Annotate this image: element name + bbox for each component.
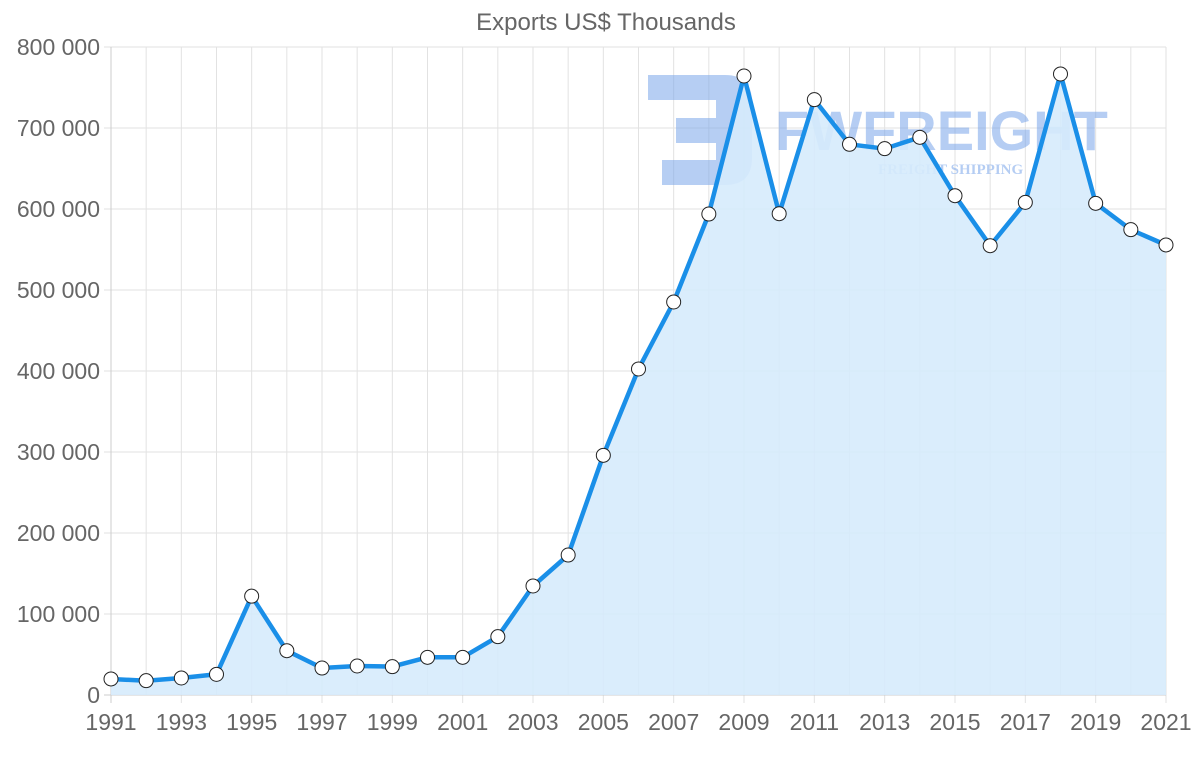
data-point-2018[interactable]	[1053, 66, 1068, 82]
data-point-2020[interactable]	[1123, 222, 1139, 238]
data-point-1995[interactable]	[244, 588, 260, 604]
data-point-2013[interactable]	[877, 141, 893, 157]
data-point-2001[interactable]	[455, 649, 471, 665]
x-tick-label: 2011	[790, 709, 839, 735]
data-point-2007[interactable]	[666, 294, 682, 310]
x-tick-label: 1999	[367, 709, 418, 735]
x-axis-labels: 1991 1993 1995 1997 1999 2001 2003 2005 2007 2009…	[85, 709, 1191, 735]
data-point-2003[interactable]	[525, 578, 541, 594]
area-fill	[111, 74, 1166, 695]
x-tick-label: 2001	[437, 709, 488, 735]
y-axis-labels: 0 100 000 200 000 300 000 400 000 500 000 600 …	[17, 34, 100, 708]
y-tick-label: 400 000	[17, 358, 100, 384]
data-point-2021[interactable]	[1158, 237, 1174, 253]
data-points	[103, 66, 1174, 689]
chart-title: Exports US$ Thousands	[476, 9, 736, 36]
data-point-2002[interactable]	[490, 629, 506, 645]
x-tick-label: 2015	[929, 709, 980, 735]
x-tick-label: 2019	[1070, 709, 1121, 735]
x-tick-label: 2017	[1000, 709, 1051, 735]
y-tick-label: 700 000	[17, 115, 100, 141]
data-point-2019[interactable]	[1088, 195, 1104, 211]
x-tick-label: 2005	[578, 709, 629, 735]
data-point-2016[interactable]	[982, 238, 998, 254]
data-point-2008[interactable]	[701, 206, 717, 222]
data-point-2010[interactable]	[771, 206, 787, 222]
data-point-2009[interactable]	[736, 68, 752, 84]
y-tick-label: 100 000	[17, 601, 100, 627]
data-point-2012[interactable]	[842, 136, 857, 152]
data-point-2011[interactable]	[806, 92, 822, 108]
x-tick-label: 2021	[1140, 709, 1191, 735]
y-tick-label: 0	[87, 682, 100, 708]
y-tick-label: 200 000	[17, 520, 100, 546]
data-point-1994[interactable]	[209, 666, 224, 682]
data-point-1996[interactable]	[279, 643, 295, 659]
data-point-2014[interactable]	[912, 129, 928, 145]
x-tick-label: 1991	[85, 709, 136, 735]
y-tick-label: 600 000	[17, 196, 100, 222]
data-point-2017[interactable]	[1017, 194, 1033, 210]
x-tick-label: 2007	[648, 709, 699, 735]
data-point-1999[interactable]	[384, 659, 400, 675]
x-tick-label: 2013	[859, 709, 910, 735]
x-tick-label: 1993	[156, 709, 207, 735]
data-point-2004[interactable]	[560, 547, 576, 563]
data-point-2006[interactable]	[631, 361, 646, 377]
x-tick-label: 2009	[718, 709, 769, 735]
x-tick-label: 2003	[507, 709, 558, 735]
data-point-2015[interactable]	[947, 188, 963, 204]
x-tick-label: 1995	[226, 709, 277, 735]
data-point-1992[interactable]	[138, 673, 154, 689]
data-point-1993[interactable]	[173, 670, 189, 686]
y-tick-label: 800 000	[17, 34, 100, 60]
data-point-1991[interactable]	[103, 671, 119, 687]
data-point-1998[interactable]	[349, 658, 365, 674]
y-tick-label: 500 000	[17, 277, 100, 303]
data-point-2005[interactable]	[595, 447, 611, 463]
data-point-1997[interactable]	[314, 660, 330, 676]
y-tick-label: 300 000	[17, 439, 100, 465]
data-point-2000[interactable]	[420, 649, 435, 665]
x-tick-label: 1997	[296, 709, 347, 735]
